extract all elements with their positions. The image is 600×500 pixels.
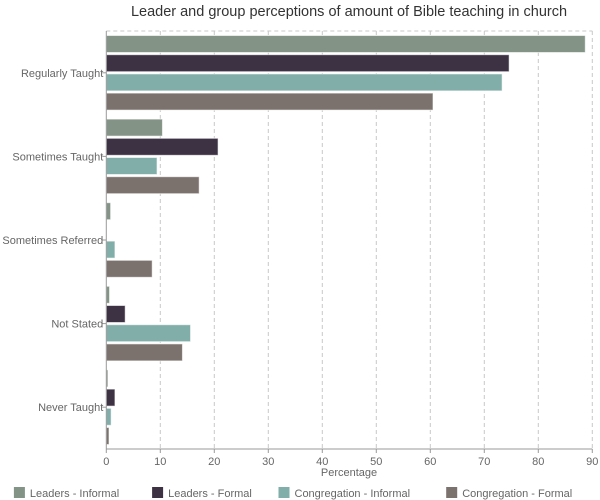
x-tick-label: 0 [103, 456, 109, 468]
category-label: Regularly Taught [21, 68, 103, 80]
legend-label[interactable]: Congregation - Formal [462, 488, 572, 500]
x-tick-label: 10 [154, 456, 166, 468]
x-tick-label: 60 [424, 456, 436, 468]
bar[interactable] [105, 73, 503, 92]
legend-swatch[interactable] [446, 487, 458, 498]
legend-label[interactable]: Congregation - Informal [295, 488, 411, 500]
x-tick-label: 40 [316, 456, 328, 468]
legend-swatch[interactable] [13, 487, 25, 498]
bar[interactable] [105, 35, 586, 53]
bar[interactable] [105, 118, 163, 137]
bar[interactable] [105, 202, 112, 221]
bars [105, 35, 586, 445]
bar[interactable] [105, 54, 510, 73]
bar[interactable] [105, 92, 434, 111]
bar[interactable] [105, 407, 112, 426]
category-labels: Regularly Taught Sometimes Taught Sometime… [2, 68, 103, 414]
x-tick-label: 30 [262, 456, 274, 468]
category-label: Sometimes Taught [12, 151, 103, 163]
legend-label[interactable]: Leaders - Formal [168, 488, 252, 500]
category-label: Not Stated [51, 319, 103, 331]
legend-swatch[interactable] [278, 487, 290, 498]
bar[interactable] [105, 157, 158, 175]
x-tick-label: 50 [370, 456, 382, 468]
bar[interactable] [105, 176, 200, 195]
legend-label[interactable]: Leaders - Informal [30, 488, 119, 500]
x-axis-title: Percentage [321, 467, 377, 479]
x-tick-label: 70 [478, 456, 490, 468]
bar[interactable] [105, 137, 219, 156]
bar[interactable] [105, 324, 192, 343]
axes [102, 31, 593, 453]
bar[interactable] [105, 343, 183, 362]
chart-title: Leader and group perceptions of amount o… [131, 4, 567, 20]
bar[interactable] [105, 305, 126, 323]
bar[interactable] [105, 240, 116, 259]
bar[interactable] [105, 388, 116, 407]
bar[interactable] [105, 259, 153, 278]
legend-swatch[interactable] [152, 487, 164, 498]
x-tick-label: 80 [532, 456, 544, 468]
x-tick-label: 20 [208, 456, 220, 468]
category-label: Sometimes Referred [2, 235, 103, 247]
x-tick-labels: 0 10 20 30 40 50 60 70 80 90 [103, 456, 598, 468]
x-tick-label: 90 [586, 456, 598, 468]
category-label: Never Taught [38, 402, 103, 414]
legend: Leaders - Informal Leaders - Formal Congre… [13, 487, 572, 500]
